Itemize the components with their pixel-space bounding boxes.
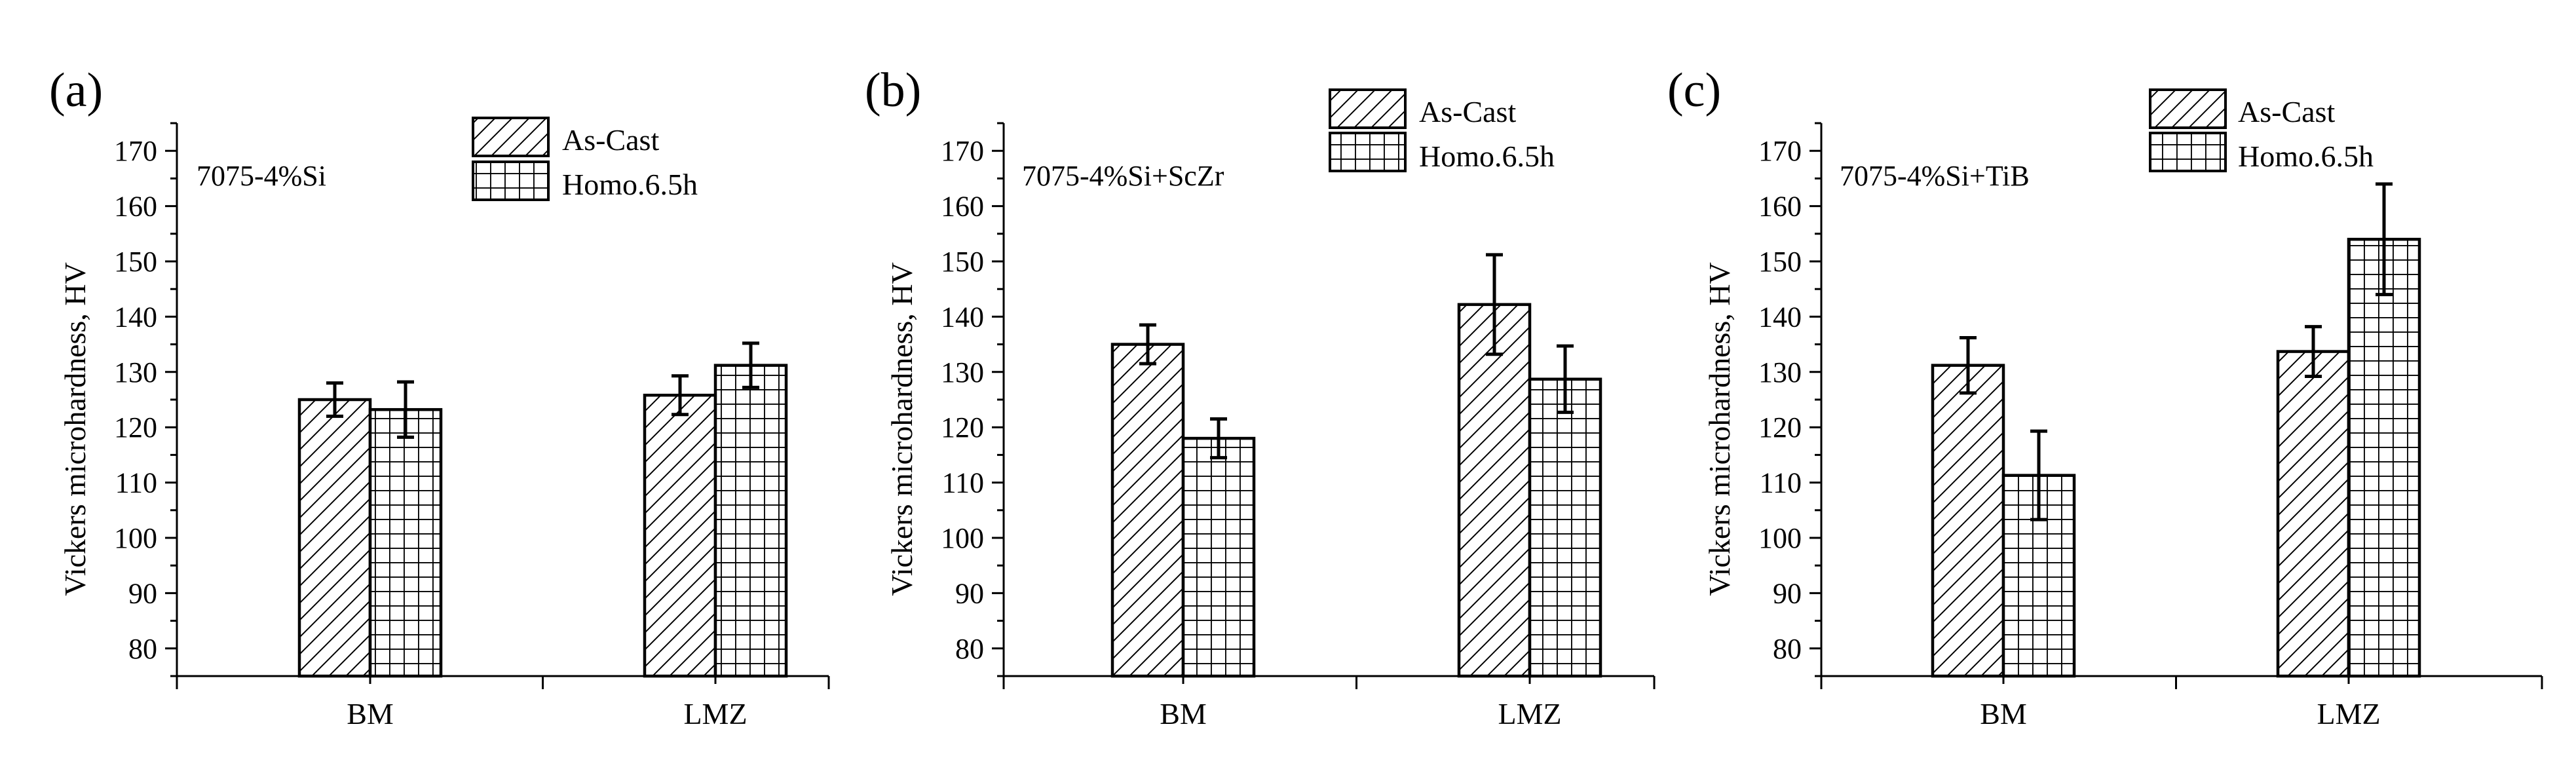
y-tick-label: 100 (941, 522, 984, 554)
bar-as-cast-bm (1110, 343, 1185, 678)
y-tick-label: 150 (941, 246, 984, 278)
legend-swatch-homo (2149, 132, 2227, 172)
y-tick-label: 110 (942, 467, 984, 499)
y-tick-label: 100 (114, 522, 157, 554)
error-bar-as-cast-lmz (1486, 253, 1503, 356)
panel-label: (a) (49, 64, 103, 117)
y-tick-label: 140 (941, 301, 984, 333)
legend-label-as-cast: As-Cast (1419, 95, 1516, 128)
y-tick-label: 110 (115, 467, 157, 499)
y-tick-label: 90 (955, 577, 984, 609)
x-category-label-bm: BM (1160, 697, 1207, 730)
chart-panel-a: 80 90 100 110 120 130 140 150 160 170 BM LMZ Vickers… (49, 64, 830, 730)
x-category-label-lmz: LMZ (683, 697, 747, 730)
x-category-label-bm: BM (1980, 697, 2027, 730)
error-bar-homo-bm (2030, 429, 2047, 521)
y-tick-label: 160 (941, 191, 984, 223)
y-tick-label: 80 (128, 633, 157, 665)
bar-homo-bm (368, 407, 443, 678)
alloy-annotation: 7075-4%Si+ScZr (1022, 160, 1224, 192)
y-tick-label: 150 (114, 246, 157, 278)
y-tick-label: 160 (114, 191, 157, 223)
bar-as-cast-bm (297, 398, 372, 678)
y-tick-label: 170 (941, 135, 984, 167)
alloy-annotation: 7075-4%Si (197, 160, 326, 192)
y-axis-label: Vickers microhardness, HV (1703, 262, 1736, 595)
y-tick-label: 130 (114, 356, 157, 388)
y-tick-label: 100 (1758, 522, 1802, 554)
y-tick-label: 150 (1758, 246, 1802, 278)
y-tick-label: 110 (1760, 467, 1802, 499)
legend-swatch-homo (1329, 132, 1407, 172)
chart-panel-c: 80 90 100 110 120 130 140 150 160 170 BM LMZ Vickers… (1667, 64, 2543, 730)
y-tick-label: 120 (941, 411, 984, 444)
legend-label-homo: Homo.6.5h (1419, 140, 1555, 173)
bar-homo-lmz (2347, 237, 2421, 678)
error-bar-homo-lmz (742, 341, 759, 389)
legend-label-as-cast: As-Cast (2238, 95, 2335, 128)
bar-homo-lmz (713, 364, 788, 678)
legend-swatch-as-cast (2149, 88, 2227, 129)
y-tick-label: 170 (1758, 135, 1802, 167)
legend-label-as-cast: As-Cast (562, 123, 659, 157)
error-bar-homo-bm (397, 380, 414, 439)
alloy-annotation: 7075-4%Si+TiB (1840, 160, 2030, 192)
x-category-label-lmz: LMZ (2317, 697, 2380, 730)
y-tick-label: 160 (1758, 191, 1802, 223)
y-tick-label: 120 (114, 411, 157, 444)
panel-label: (b) (865, 64, 921, 117)
legend-swatch-as-cast (472, 117, 550, 157)
legend-label-homo: Homo.6.5h (562, 168, 698, 201)
chart-panel-b: 80 90 100 110 120 130 140 150 160 170 BM LMZ Vickers… (865, 64, 1656, 730)
y-tick-label: 140 (1758, 301, 1802, 333)
legend-swatch-as-cast (1329, 88, 1407, 129)
bar-homo-bm (1181, 436, 1256, 678)
y-axis-label: Vickers microhardness, HV (885, 262, 919, 595)
error-bar-homo-lmz (2376, 182, 2393, 297)
panel-label: (c) (1667, 64, 1721, 117)
error-bar-as-cast-bm (1960, 335, 1977, 395)
bar-as-cast-lmz (2276, 350, 2351, 678)
error-bar-as-cast-bm (1139, 323, 1156, 366)
bar-as-cast-lmz (643, 393, 717, 678)
error-bar-as-cast-lmz (672, 374, 689, 417)
y-tick-label: 90 (128, 577, 157, 609)
y-tick-label: 120 (1758, 411, 1802, 444)
error-bar-as-cast-lmz (2305, 325, 2322, 379)
y-tick-label: 130 (1758, 356, 1802, 388)
y-tick-label: 170 (114, 135, 157, 167)
error-bar-homo-bm (1210, 417, 1227, 460)
y-tick-label: 140 (114, 301, 157, 333)
error-bar-homo-lmz (1557, 344, 1574, 414)
y-tick-label: 80 (1773, 633, 1802, 665)
bar-homo-lmz (1528, 377, 1602, 678)
bar-as-cast-bm (1931, 364, 2005, 678)
y-tick-label: 90 (1773, 577, 1802, 609)
y-tick-label: 80 (955, 633, 984, 665)
bar-as-cast-lmz (1457, 303, 1532, 678)
y-axis-label: Vickers microhardness, HV (58, 262, 92, 595)
charts-root: 80 90 100 110 120 130 140 150 160 170 BM LMZ Vickers… (49, 64, 2543, 730)
error-bar-as-cast-bm (326, 381, 343, 418)
x-category-label-bm: BM (347, 697, 394, 730)
y-tick-label: 130 (941, 356, 984, 388)
legend-label-homo: Homo.6.5h (2238, 140, 2374, 173)
x-category-label-lmz: LMZ (1498, 697, 1561, 730)
legend-swatch-homo (472, 161, 550, 201)
